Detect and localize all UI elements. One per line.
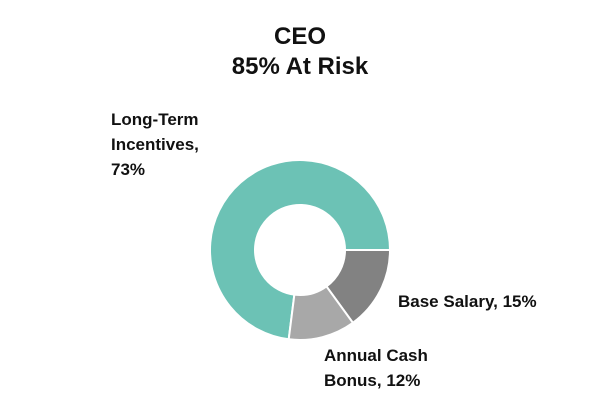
- slice-label-base-salary: Base Salary, 15%: [398, 292, 537, 311]
- slice-annual-cash-bonus: [287, 285, 355, 341]
- chart-subtitle: 85% At Risk: [231, 53, 369, 80]
- chart-title: CEO: [273, 23, 326, 50]
- slice-label-annual-cash-bonus: Annual Cash Bonus, 12%: [324, 346, 428, 390]
- slice-long-term-incentives: [209, 159, 392, 341]
- chart-title-block: CEO 85% At Risk: [0, 22, 600, 82]
- slice-label-long-term-incentives: Long-Term Incentives, 73%: [111, 110, 199, 179]
